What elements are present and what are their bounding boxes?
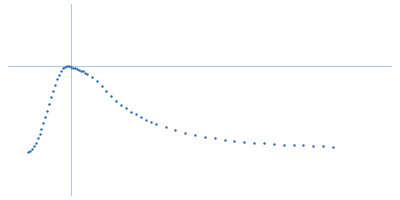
Point <box>70 66 76 69</box>
Point <box>123 107 129 110</box>
Point <box>60 67 66 70</box>
Point <box>62 65 68 69</box>
Point <box>88 76 95 79</box>
Point <box>72 67 78 70</box>
Point <box>222 138 228 141</box>
Point <box>251 141 257 144</box>
Point <box>128 110 134 113</box>
Point <box>118 103 124 106</box>
Point <box>56 73 62 76</box>
Point <box>48 96 54 99</box>
Point <box>290 144 297 147</box>
Point <box>330 145 336 148</box>
Point <box>108 94 114 97</box>
Point <box>32 141 39 144</box>
Point <box>50 89 56 93</box>
Point <box>24 151 31 154</box>
Point <box>212 137 218 140</box>
Point <box>40 122 47 125</box>
Point <box>52 83 58 87</box>
Point <box>113 99 120 102</box>
Point <box>172 129 178 132</box>
Point <box>320 144 326 148</box>
Point <box>202 135 208 139</box>
Point <box>231 140 238 143</box>
Point <box>310 144 316 148</box>
Point <box>182 131 188 135</box>
Point <box>103 89 110 93</box>
Point <box>280 143 287 146</box>
Point <box>84 72 90 76</box>
Point <box>152 122 159 126</box>
Point <box>58 70 64 73</box>
Point <box>38 127 45 130</box>
Point <box>42 116 49 119</box>
Point <box>26 149 33 152</box>
Point <box>36 132 43 135</box>
Point <box>34 137 41 140</box>
Point <box>44 109 50 113</box>
Point <box>300 144 306 147</box>
Point <box>271 142 277 145</box>
Point <box>28 147 35 150</box>
Point <box>68 65 74 69</box>
Point <box>148 120 154 124</box>
Point <box>261 142 267 145</box>
Point <box>64 65 70 68</box>
Point <box>133 113 139 116</box>
Point <box>138 116 144 119</box>
Point <box>162 126 169 129</box>
Point <box>66 65 72 68</box>
Point <box>54 78 60 81</box>
Point <box>78 69 84 72</box>
Point <box>76 68 82 71</box>
Point <box>82 71 88 74</box>
Point <box>98 85 105 88</box>
Point <box>143 118 149 121</box>
Point <box>241 140 248 143</box>
Point <box>30 144 37 148</box>
Point <box>46 103 52 106</box>
Point <box>192 133 198 137</box>
Point <box>94 80 100 83</box>
Point <box>74 68 80 71</box>
Point <box>80 70 86 73</box>
